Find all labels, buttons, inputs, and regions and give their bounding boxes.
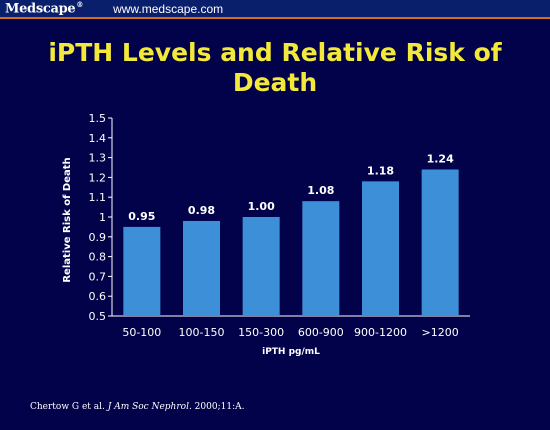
- bar-value-label: 0.95: [128, 210, 155, 223]
- chart-title-line-1: iPTH Levels and Relative Risk of: [48, 38, 502, 67]
- y-tick-label: 0.9: [89, 231, 107, 244]
- y-tick-label: 0.6: [89, 290, 107, 303]
- citation-journal: J Am Soc Nephrol: [107, 402, 189, 412]
- y-tick-label: 0.8: [89, 251, 107, 264]
- y-tick-label: 1.3: [89, 152, 107, 165]
- bar: [242, 217, 280, 316]
- y-tick-label: 1: [99, 211, 106, 224]
- chart-title: iPTH Levels and Relative Risk of Death: [0, 38, 550, 98]
- bar-value-label: 1.18: [367, 164, 394, 177]
- x-tick-label: 50-100: [122, 326, 161, 339]
- y-tick-label: 1.4: [89, 132, 107, 145]
- bar-value-label: 1.08: [307, 184, 334, 197]
- bar: [302, 201, 340, 316]
- header-bar: Medscape® www.medscape.com: [0, 0, 550, 19]
- citation-authors: Chertow G et al.: [30, 402, 108, 412]
- bar: [183, 220, 220, 316]
- y-axis-label: Relative Risk of Death: [62, 157, 73, 282]
- bar-value-label: 0.98: [188, 204, 215, 217]
- citation: Chertow G et al. J Am Soc Nephrol. 2000;…: [30, 402, 244, 412]
- registered-mark: ®: [76, 0, 84, 10]
- y-tick-label: 1.1: [89, 191, 107, 204]
- x-axis-label: iPTH pg/mL: [262, 347, 320, 357]
- site-url[interactable]: www.medscape.com: [113, 1, 224, 16]
- x-tick-label: 600-900: [298, 326, 344, 339]
- x-tick-label: 150-300: [238, 326, 284, 339]
- x-tick-label: >1200: [422, 326, 459, 339]
- bar: [421, 169, 459, 316]
- y-tick-label: 1.5: [89, 112, 107, 125]
- x-tick-label: 100-150: [179, 326, 225, 339]
- x-tick-label: 900-1200: [354, 326, 407, 339]
- brand-logo[interactable]: Medscape®: [5, 0, 84, 17]
- y-tick-label: 0.5: [89, 310, 107, 323]
- y-tick-label: 0.7: [89, 270, 107, 283]
- bar: [123, 226, 161, 316]
- bar: [362, 181, 399, 316]
- bar-value-label: 1.00: [248, 200, 275, 213]
- citation-rest: . 2000;11:A.: [188, 402, 245, 412]
- y-tick-label: 1.2: [89, 171, 107, 184]
- chart-title-line-2: Death: [232, 68, 318, 97]
- bar-value-label: 1.24: [427, 152, 454, 165]
